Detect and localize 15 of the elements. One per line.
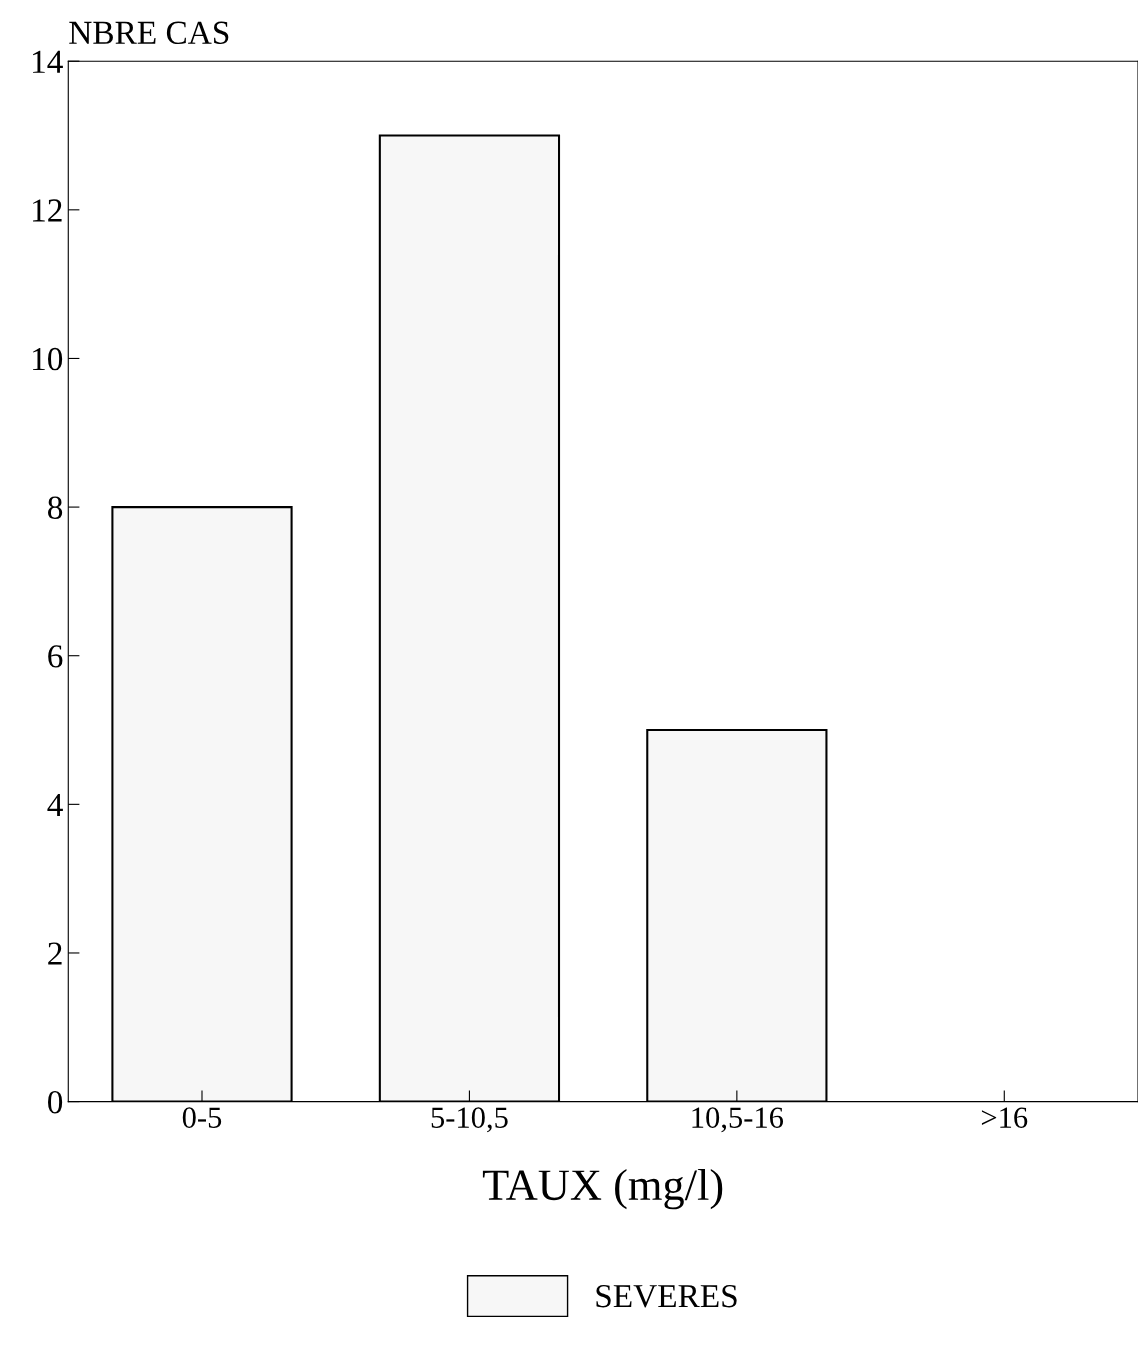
y-axis-title: NBRE CAS (69, 21, 229, 45)
y-tick-label: 12 (33, 199, 62, 222)
x-tick-label: 0-5 (182, 1107, 222, 1128)
x-tick-label: >16 (981, 1107, 1028, 1128)
y-tick-label: 4 (47, 793, 63, 816)
y-tick-label: 0 (48, 1091, 63, 1114)
x-tick-label: 10,5-16 (692, 1107, 784, 1133)
legend-label: SEVERES (596, 1284, 737, 1308)
x-axis-title: TAUX (mg/l) (482, 1168, 723, 1210)
y-tick-label: 10 (33, 347, 63, 371)
y-tick-label: 14 (33, 50, 63, 73)
y-tick-label: 6 (48, 645, 63, 668)
x-tick-label: 5-10,5 (431, 1107, 508, 1133)
y-tick-label: 8 (48, 496, 63, 519)
y-tick-label: 2 (48, 942, 62, 965)
